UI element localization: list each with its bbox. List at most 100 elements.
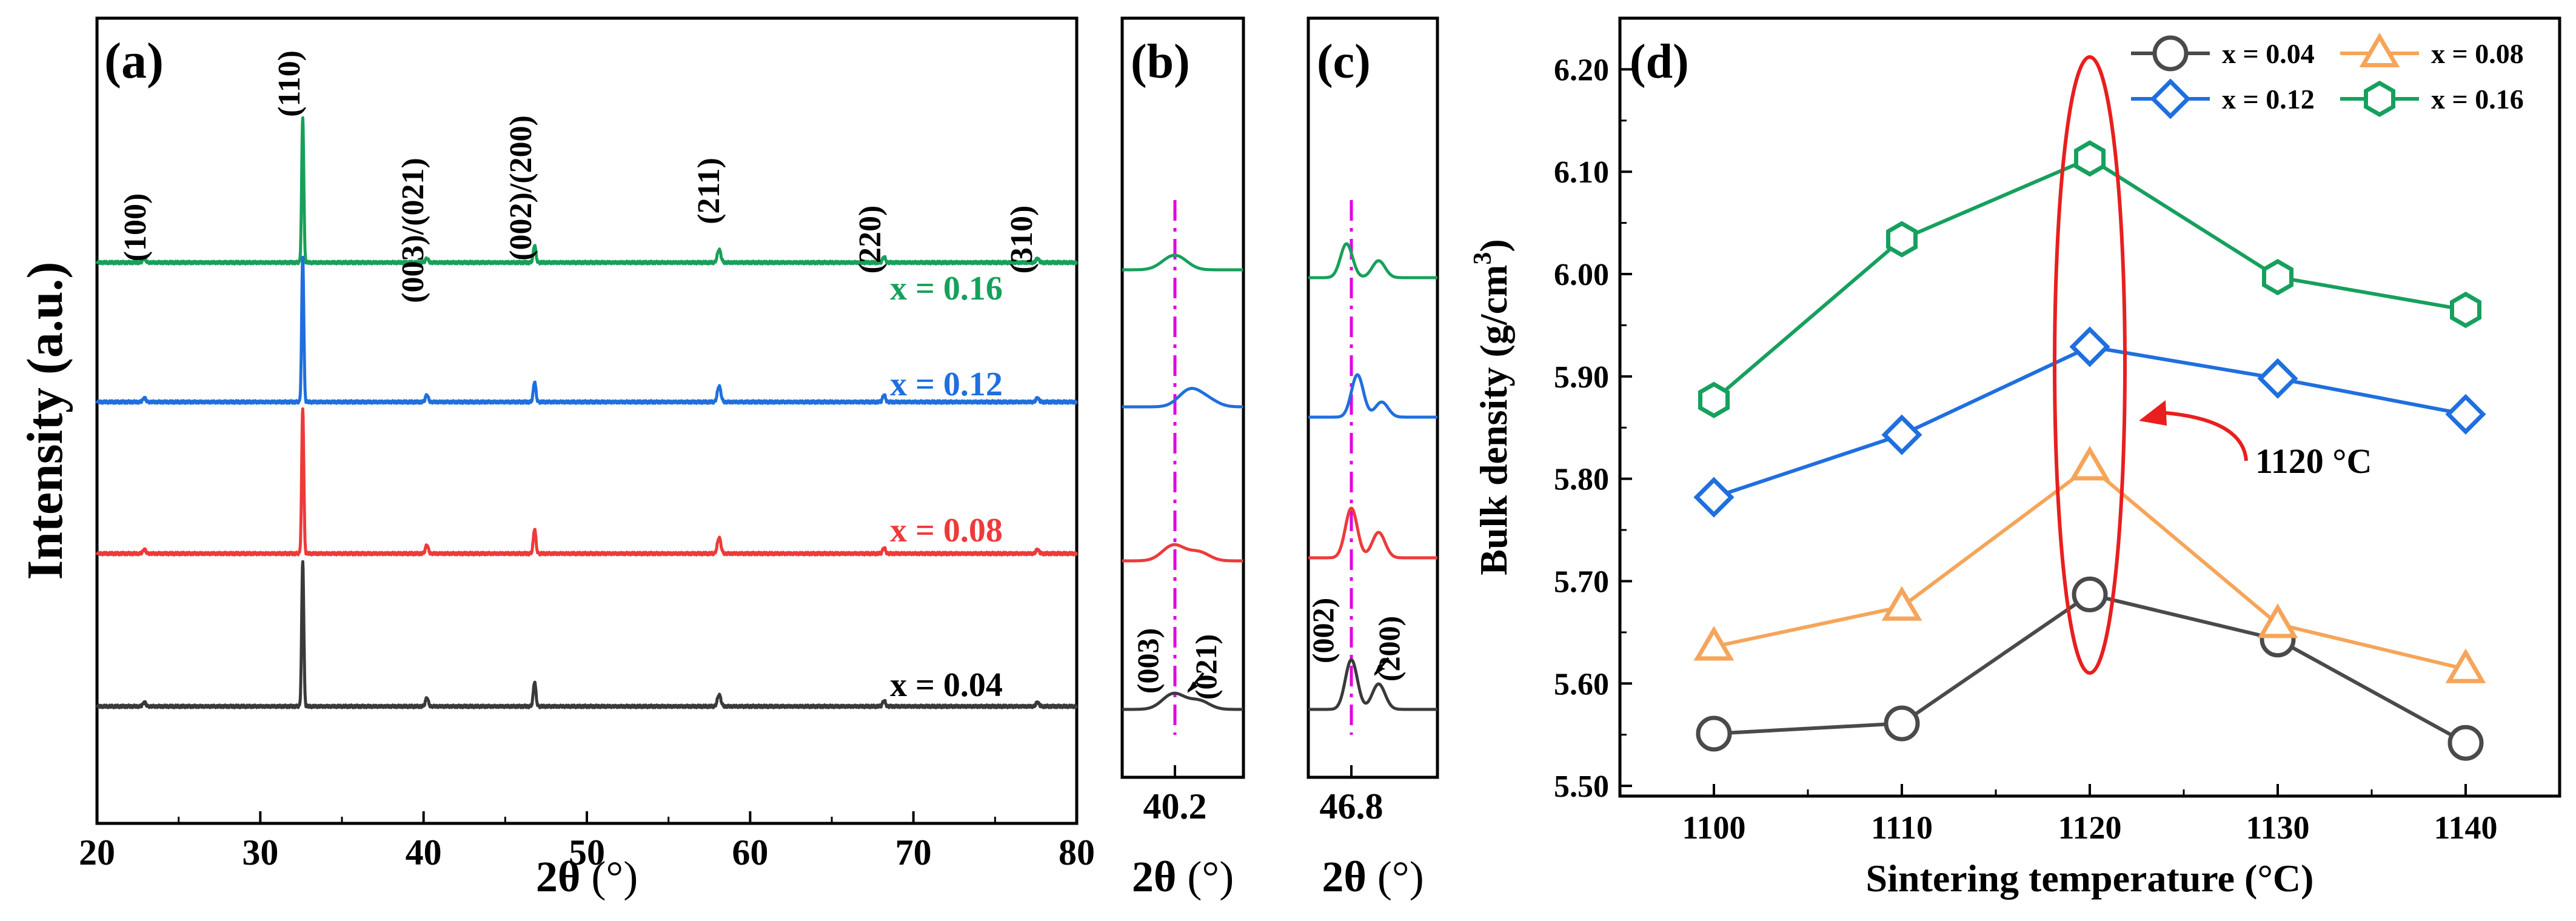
panel-d-annotation-arrow	[2158, 410, 2248, 461]
panel-d-ytick-label: 5.90	[1554, 360, 1609, 395]
panel-d-data-point	[2445, 394, 2486, 435]
panel-b-xlabel-unit: (°)	[1187, 852, 1234, 901]
panel-d-ylabel: Bulk density (g/cm3)	[1469, 239, 1515, 575]
panel-d-legend-marker	[2150, 78, 2191, 119]
panel-b-peak-annotation: (021)	[1189, 634, 1223, 700]
panel-c-xlabel-unit: (°)	[1377, 852, 1424, 901]
panel-d-data-point	[1693, 477, 1735, 518]
panel-d-bulk-density: 1100 1110 1120 1130 1140 5.50 5.60 5.70 5.80 5.90…	[1469, 16, 2561, 900]
panel-c-xtick-label: 46.8	[1320, 786, 1383, 826]
panel-c-label: (c)	[1317, 35, 1371, 89]
panel-d-data-point	[1884, 705, 1920, 742]
panel-a-series-line	[95, 407, 1079, 557]
panel-d-data-point	[1886, 221, 1918, 258]
panel-d-xtick-label: 1100	[1682, 809, 1745, 846]
panel-c-peak-annotation: (002)	[1306, 598, 1340, 663]
panel-d-xtick-label: 1140	[2434, 809, 2497, 846]
panel-b-xlabel-main: 2θ	[1132, 852, 1188, 901]
panel-d-legend-marker	[2359, 32, 2400, 67]
panel-a-series-line	[95, 255, 1079, 405]
panel-a-label: (a)	[104, 33, 164, 89]
panel-d-xtick-label: 1130	[2246, 809, 2309, 846]
panel-a-xlabel-unit: (°)	[591, 852, 638, 901]
panel-a-peak-label: (110)	[272, 50, 307, 117]
panel-b-frame	[1120, 16, 1245, 779]
panel-d-data-point	[2072, 576, 2108, 612]
panel-c-xlabel-main: 2θ	[1322, 852, 1377, 901]
panel-d-label: (d)	[1630, 35, 1689, 89]
panel-a-series-line	[95, 116, 1079, 266]
panel-d-annotation-arrowhead	[2139, 400, 2167, 426]
panel-d-legend-label: x = 0.12	[2222, 84, 2315, 115]
panel-a-xtick-label: 70	[895, 832, 932, 872]
panel-d-ytick-label: 6.10	[1554, 155, 1609, 190]
panel-d-data-point	[2074, 140, 2106, 177]
panel-b-xtick-label: 40.2	[1143, 786, 1207, 826]
panel-d-data-point	[2450, 292, 2481, 329]
panel-d-ytick-label: 5.80	[1554, 463, 1609, 497]
panel-b-peak-annotation: (003)	[1131, 628, 1165, 694]
panel-b-series-line	[1122, 543, 1244, 563]
panel-d-data-point	[2445, 648, 2486, 683]
panel-d-highlight-ellipse	[2053, 55, 2127, 675]
panel-d-xtick-label: 1120	[2058, 809, 2121, 846]
panel-c-series-line	[1308, 242, 1438, 280]
panel-d-xlabel: Sintering temperature (°C)	[1866, 857, 2314, 900]
panel-d-ytick-label: 5.60	[1554, 667, 1609, 702]
panel-d-legend-label: x = 0.04	[2222, 38, 2315, 69]
panel-d-annotation: 1120 °C	[2255, 441, 2372, 481]
panel-d-data-point	[2069, 326, 2110, 367]
panel-b-xrd-zoom-40-2: 40.2 2θ (°) (b) (003) (021)	[1120, 16, 1245, 901]
panel-d-legend-marker	[2364, 80, 2395, 118]
panel-c-xlabel: 2θ (°)	[1322, 852, 1423, 901]
panel-d-xtick-label: 1110	[1871, 809, 1933, 846]
panel-d-ytick-label: 6.00	[1554, 258, 1609, 292]
panel-d-ytick-label: 5.70	[1554, 564, 1609, 599]
panel-a-series-label: x = 0.04	[890, 666, 1003, 704]
panel-d-data-point	[1696, 715, 1732, 752]
panel-d-series-line	[1713, 464, 2466, 671]
panel-a-series-line	[95, 560, 1079, 709]
panel-b-xlabel: 2θ (°)	[1132, 852, 1234, 901]
panel-c-frame	[1306, 16, 1439, 779]
panel-a-peak-label: (211)	[692, 158, 726, 224]
panel-c-xrd-zoom-46-8: 46.82θ (°)(c)(002) (200)	[1306, 16, 1439, 901]
panel-c-series-line	[1308, 373, 1438, 419]
panel-a-xrd-full: 20 30 40 50 60 70 80 2θ (°) Intensity (a.u.) (a) x…	[17, 16, 1095, 901]
panel-d-ylabel-end: )	[1472, 239, 1515, 252]
panel-a-peak-label: (002)/(200)	[504, 115, 538, 261]
panel-b-series-line	[1122, 691, 1244, 711]
panel-d-legend-marker	[2152, 35, 2189, 72]
panel-d-ylabel-sup: 3	[1469, 252, 1497, 265]
panel-d-data-point	[2262, 259, 2293, 296]
panel-b-annotation-arrowhead	[1187, 682, 1198, 693]
panel-d-ylabel-main: Bulk density (g/cm	[1472, 265, 1515, 575]
panel-d-legend-label: x = 0.08	[2431, 38, 2524, 69]
panel-d-data-point	[2257, 603, 2298, 638]
panel-d-data-point	[1698, 381, 1730, 418]
panel-a-xtick-label: 60	[732, 832, 768, 872]
panel-a-xtick-label: 80	[1059, 832, 1095, 872]
panel-c-series-line	[1308, 506, 1438, 560]
panel-d-data-point	[2447, 725, 2484, 761]
panel-a-xlabel-main: 2θ	[536, 852, 592, 901]
panel-a-xlabel: 2θ (°)	[536, 852, 638, 901]
panel-a-xtick-label: 40	[406, 832, 442, 872]
panel-a-xtick-label: 20	[79, 832, 115, 872]
panel-c-annotation-arrowhead	[1374, 665, 1384, 676]
panel-d-legend-label: x = 0.16	[2431, 84, 2524, 115]
panel-d-ytick-label: 5.50	[1554, 769, 1609, 804]
panel-c-series-line	[1308, 658, 1438, 711]
panel-a-peak-label: (003)/(021)	[396, 158, 430, 303]
panel-a-peak-label: (100)	[118, 193, 153, 262]
panel-a-series-label: x = 0.12	[890, 366, 1003, 403]
panel-d-series-line	[1713, 592, 2467, 745]
panel-d-ytick-label: 6.20	[1554, 53, 1609, 87]
panel-d-data-point	[2069, 446, 2110, 481]
panel-b-label: (b)	[1131, 35, 1190, 89]
panel-a-series-label: x = 0.16	[890, 270, 1003, 307]
panel-a-ylabel: Intensity (a.u.)	[17, 261, 73, 580]
panel-a-peak-label: (220)	[853, 206, 888, 274]
panel-a-series-label: x = 0.08	[890, 512, 1003, 549]
